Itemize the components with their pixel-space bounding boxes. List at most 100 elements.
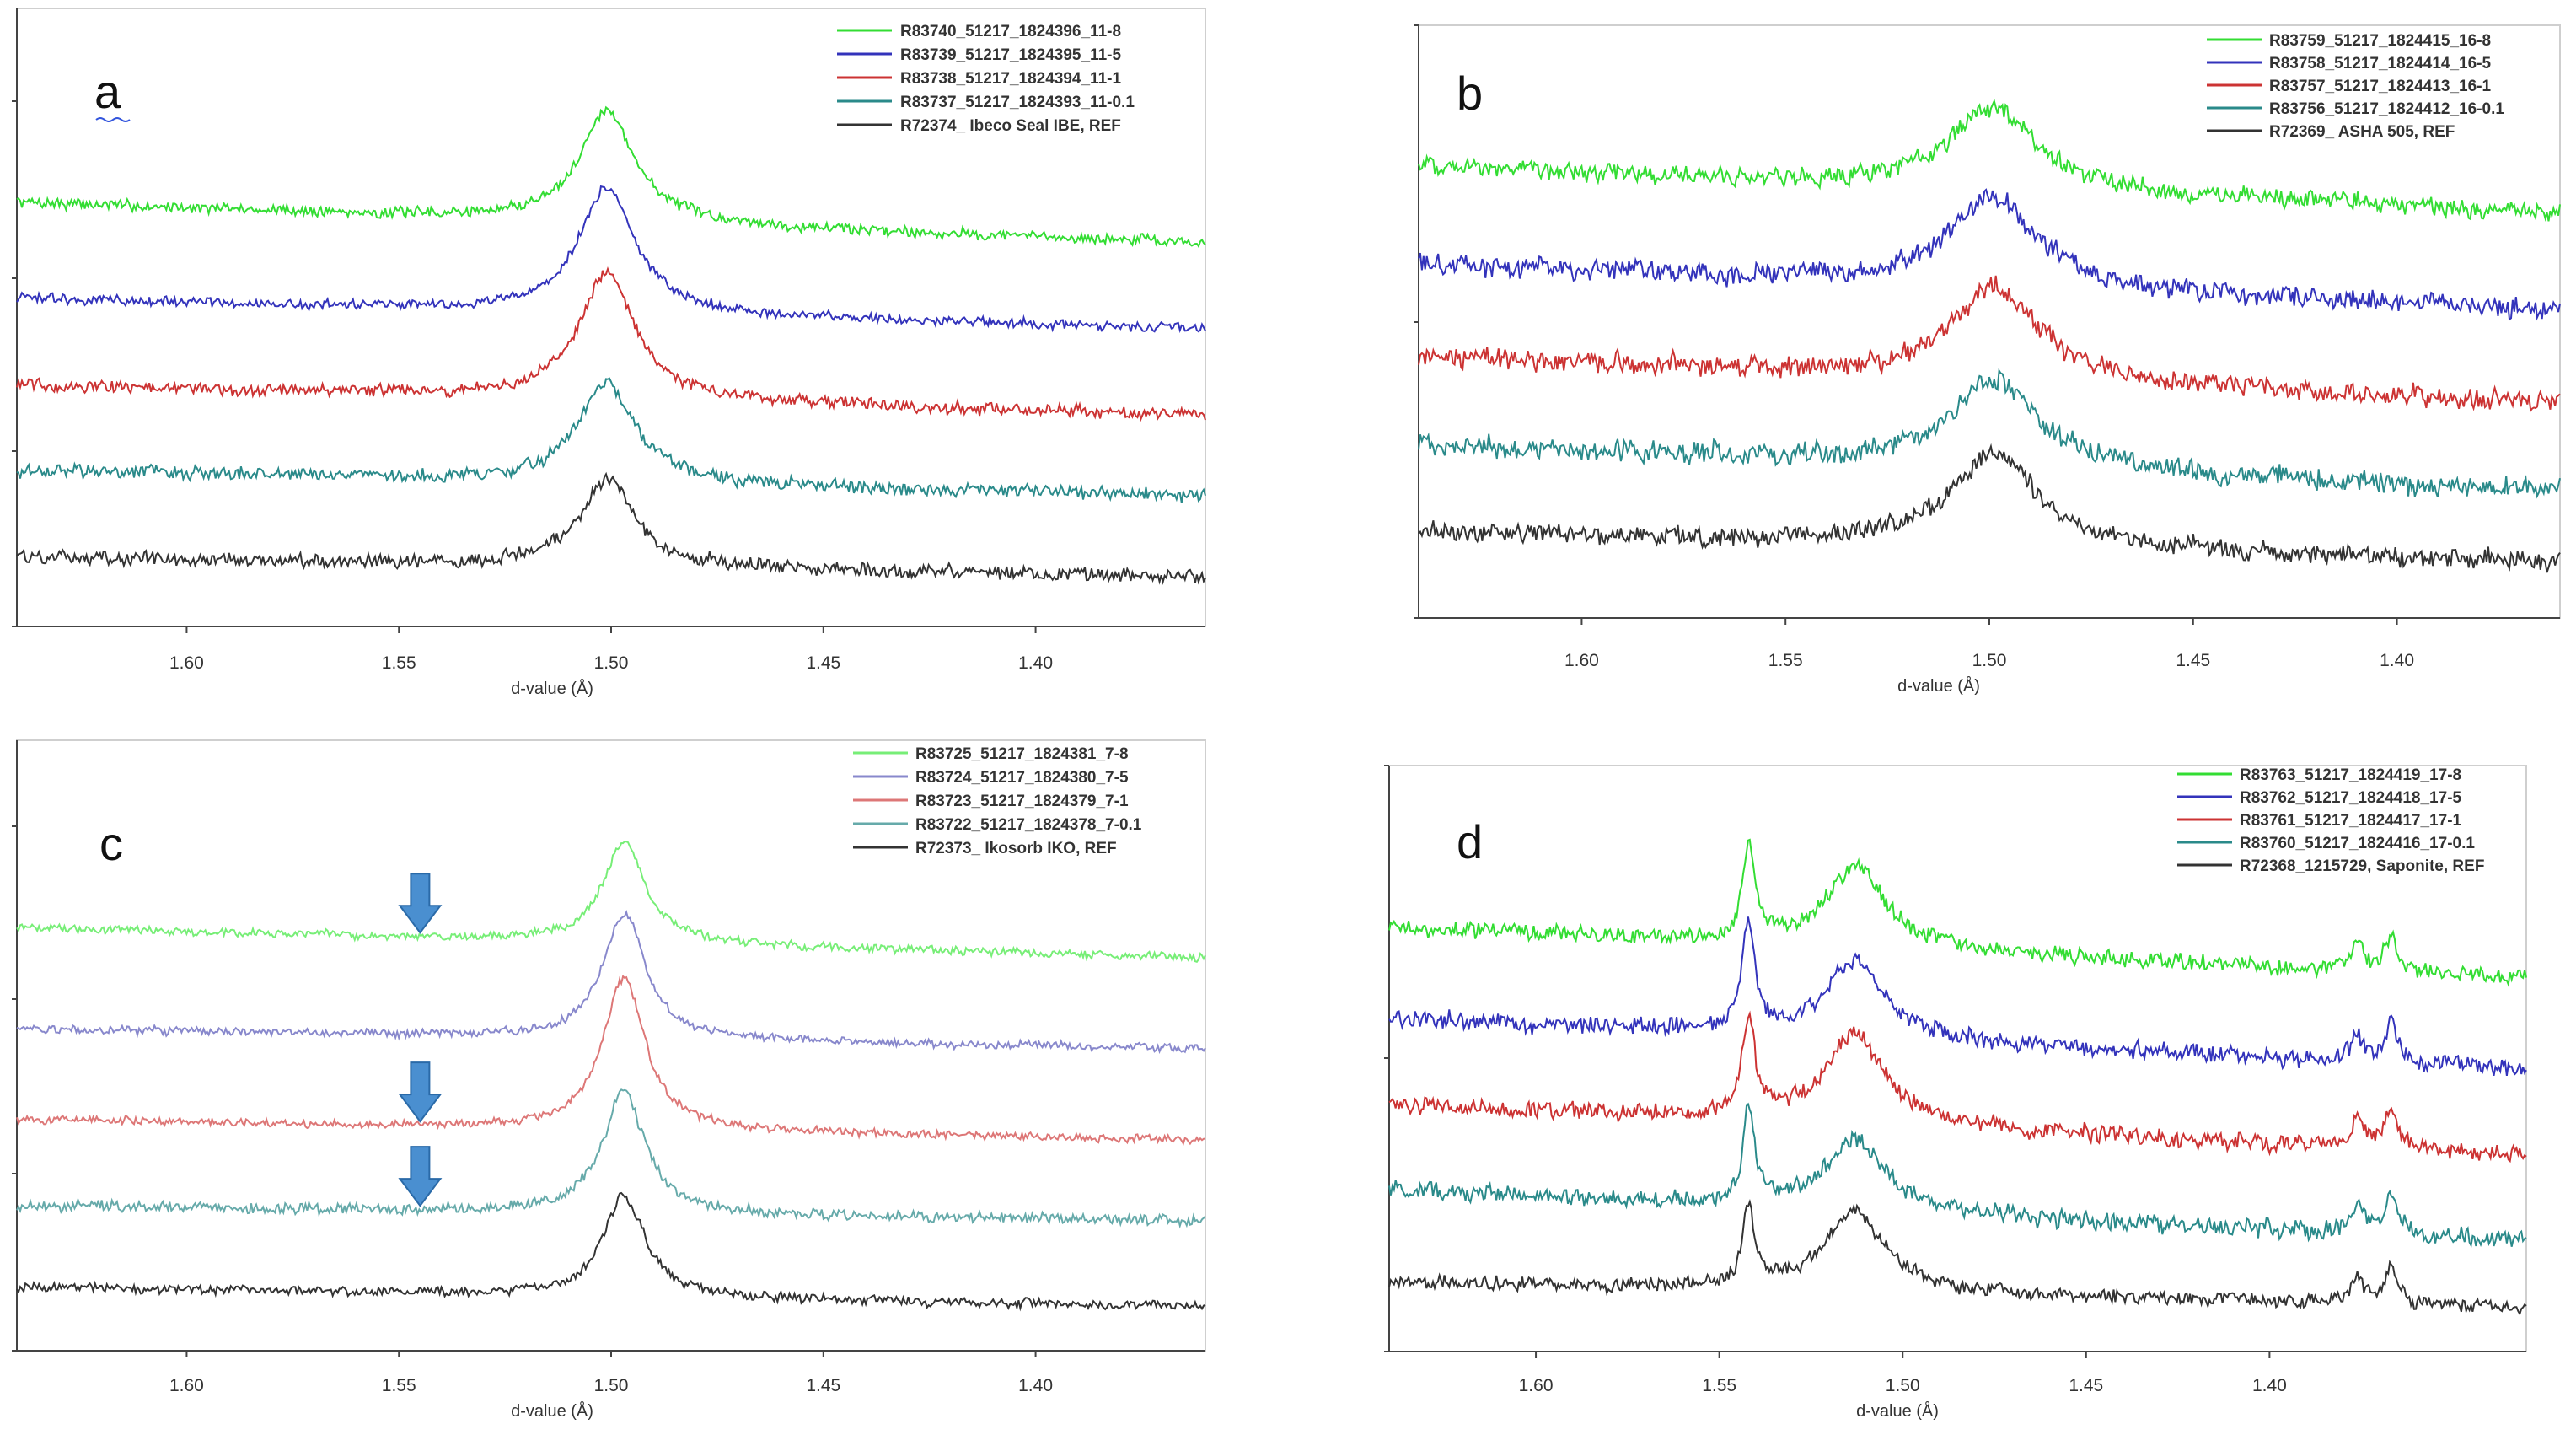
panel-a-series-line: [16, 105, 1206, 249]
panel-c-series-line: [16, 1088, 1206, 1229]
panel-c-legend-label: R83723_51217_1824379_7-1: [915, 793, 1129, 810]
panel-d-series-line: [1388, 1102, 2527, 1249]
panel-b-x-tick-label: 1.60: [1564, 651, 1599, 670]
panel-c-legend-label: R83725_51217_1824381_7-8: [915, 745, 1129, 763]
panel-d-legend-label: R72368_1215729, Saponite, REF: [2240, 857, 2484, 875]
panel-b-series-line: [1418, 368, 2561, 499]
panel-a-legend: R83740_51217_1824396_11-8 R83739_51217_1…: [837, 23, 1135, 135]
panel-c-series-line: [16, 975, 1206, 1146]
panel-c: 1.60 1.55 1.50 1.45 1.40 d-value (Å) c R…: [12, 739, 1206, 1421]
panel-b-legend-label: R83756_51217_1824412_16-0.1: [2269, 100, 2504, 118]
panel-a-x-tick-label: 1.60: [169, 653, 204, 673]
panel-d-x-tick-label: 1.60: [1519, 1376, 1554, 1395]
panel-b-x-ticks: [1580, 618, 2398, 625]
panel-a-x-tick-label: 1.50: [594, 653, 629, 673]
panel-c-y-ticks: [12, 825, 17, 1352]
panel-b-legend-label: R83759_51217_1824415_16-8: [2269, 32, 2491, 50]
panel-a-legend-label: R83738_51217_1824394_11-1: [900, 70, 1121, 88]
panel-d-legend-label: R83762_51217_1824418_17-5: [2240, 789, 2462, 807]
panel-c-series-line: [16, 841, 1206, 963]
panel-a-x-tick-label: 1.55: [382, 653, 416, 673]
panel-b-letter: b: [1457, 67, 1483, 120]
panel-a-legend-label: R83739_51217_1824395_11-5: [900, 46, 1121, 64]
panel-c-down-arrow: [398, 1146, 443, 1207]
panel-d-series-line: [1388, 1010, 2527, 1164]
panel-c-x-tick-label: 1.60: [169, 1376, 204, 1395]
panel-d-x-axis-label: d-value (Å): [1856, 1401, 1939, 1421]
panel-d-legend-label: R83761_51217_1824417_17-1: [2240, 812, 2462, 830]
panel-a-x-tick-labels: 1.60 1.55 1.50 1.45 1.40: [169, 653, 1053, 673]
panel-b-x-tick-label: 1.45: [2176, 651, 2210, 670]
panel-c-legend-label: R83724_51217_1824380_7-5: [915, 769, 1129, 787]
panel-d-x-tick-label: 1.40: [2252, 1376, 2287, 1395]
panel-c-x-tick-label: 1.45: [806, 1376, 840, 1395]
panel-b-legend-label: R83757_51217_1824413_16-1: [2269, 78, 2492, 95]
panel-a-legend-label: R83740_51217_1824396_11-8: [900, 23, 1121, 40]
panel-b-series-line: [1418, 275, 2561, 413]
panel-d-series-lines: [1388, 838, 2527, 1316]
panel-c-series-line: [16, 909, 1206, 1055]
panel-c-legend: R83725_51217_1824381_7-8 R83724_51217_18…: [853, 745, 1142, 857]
panel-c-x-tick-label: 1.50: [594, 1376, 629, 1395]
panel-b-legend-label: R83758_51217_1824414_16-5: [2269, 55, 2492, 73]
panel-b: 1.60 1.55 1.50 1.45 1.40 d-value (Å) b R…: [1414, 24, 2561, 696]
panel-a: 1.60 1.55 1.50 1.45 1.40 d-value (Å) a R…: [12, 8, 1206, 698]
panel-b-y-ticks: [1414, 24, 1419, 619]
panel-d-x-tick-label: 1.45: [2069, 1376, 2103, 1395]
panel-d-legend: R83763_51217_1824419_17-8 R83762_51217_1…: [2177, 766, 2484, 875]
panel-c-letter: c: [99, 817, 123, 870]
panel-a-letter: a: [94, 65, 121, 118]
panel-a-letter-underline: [95, 117, 131, 122]
panel-d-x-tick-label: 1.55: [1702, 1376, 1736, 1395]
panel-a-series-line: [16, 377, 1206, 503]
panel-d-series-line: [1388, 916, 2527, 1077]
panel-b-series-line: [1418, 98, 2561, 222]
panel-d-x-tick-labels: 1.60 1.55 1.50 1.45 1.40: [1519, 1376, 2287, 1395]
panel-d-border: [1388, 765, 2527, 1352]
panel-a-series-line: [16, 185, 1206, 334]
panel-a-border: [16, 8, 1206, 627]
panel-b-x-tick-label: 1.50: [1972, 651, 2007, 670]
panel-d: 1.60 1.55 1.50 1.45 1.40 d-value (Å) d R…: [1384, 765, 2527, 1421]
panel-a-legend-label: R72374_ Ibeco Seal IBE, REF: [900, 117, 1121, 135]
panel-a-x-axis-label: d-value (Å): [511, 679, 593, 698]
panel-b-series-lines: [1418, 98, 2561, 573]
panel-c-down-arrow: [398, 873, 443, 934]
panel-b-legend-label: R72369_ ASHA 505, REF: [2269, 123, 2455, 141]
panel-c-x-tick-labels: 1.60 1.55 1.50 1.45 1.40: [169, 1376, 1053, 1395]
panel-b-legend: R83759_51217_1824415_16-8 R83758_51217_1…: [2207, 32, 2504, 141]
panel-d-x-tick-label: 1.50: [1886, 1376, 1920, 1395]
panel-c-x-tick-label: 1.55: [382, 1376, 416, 1395]
panel-d-legend-label: R83760_51217_1824416_17-0.1: [2240, 835, 2475, 852]
panel-a-legend-label: R83737_51217_1824393_11-0.1: [900, 94, 1135, 111]
panel-a-x-ticks: [185, 626, 1037, 633]
panel-c-x-tick-label: 1.40: [1018, 1376, 1053, 1395]
panel-b-x-axis-label: d-value (Å): [1897, 676, 1980, 696]
panel-a-x-tick-label: 1.45: [806, 653, 840, 673]
panel-b-series-line: [1418, 443, 2561, 573]
panel-c-arrows: [398, 873, 443, 1207]
panel-d-series-line: [1388, 1199, 2527, 1316]
panel-d-letter: d: [1457, 815, 1483, 868]
panel-c-x-axis-label: d-value (Å): [511, 1401, 593, 1421]
panel-a-series-lines: [16, 105, 1206, 586]
panel-d-x-ticks: [1535, 1352, 2271, 1358]
panel-d-legend-label: R83763_51217_1824419_17-8: [2240, 766, 2461, 784]
panel-a-x-tick-label: 1.40: [1018, 653, 1053, 673]
panel-a-series-line: [16, 266, 1206, 422]
panel-b-series-line: [1418, 188, 2561, 321]
panel-b-x-tick-label: 1.40: [2380, 651, 2414, 670]
panel-c-legend-label: R83722_51217_1824378_7-0.1: [915, 816, 1142, 834]
panel-d-series-line: [1388, 838, 2527, 988]
panel-c-series-line: [16, 1191, 1206, 1312]
panel-d-y-ticks: [1384, 765, 1389, 1352]
panel-c-legend-label: R72373_ Ikosorb IKO, REF: [915, 840, 1117, 857]
panel-c-down-arrow: [398, 1061, 443, 1123]
panel-a-y-ticks: [12, 100, 17, 627]
panel-b-x-tick-label: 1.55: [1768, 651, 1803, 670]
panel-a-series-line: [16, 471, 1206, 586]
panel-c-series-lines: [16, 841, 1206, 1312]
panel-b-x-tick-labels: 1.60 1.55 1.50 1.45 1.40: [1564, 651, 2414, 670]
panel-c-x-ticks: [185, 1351, 1037, 1357]
